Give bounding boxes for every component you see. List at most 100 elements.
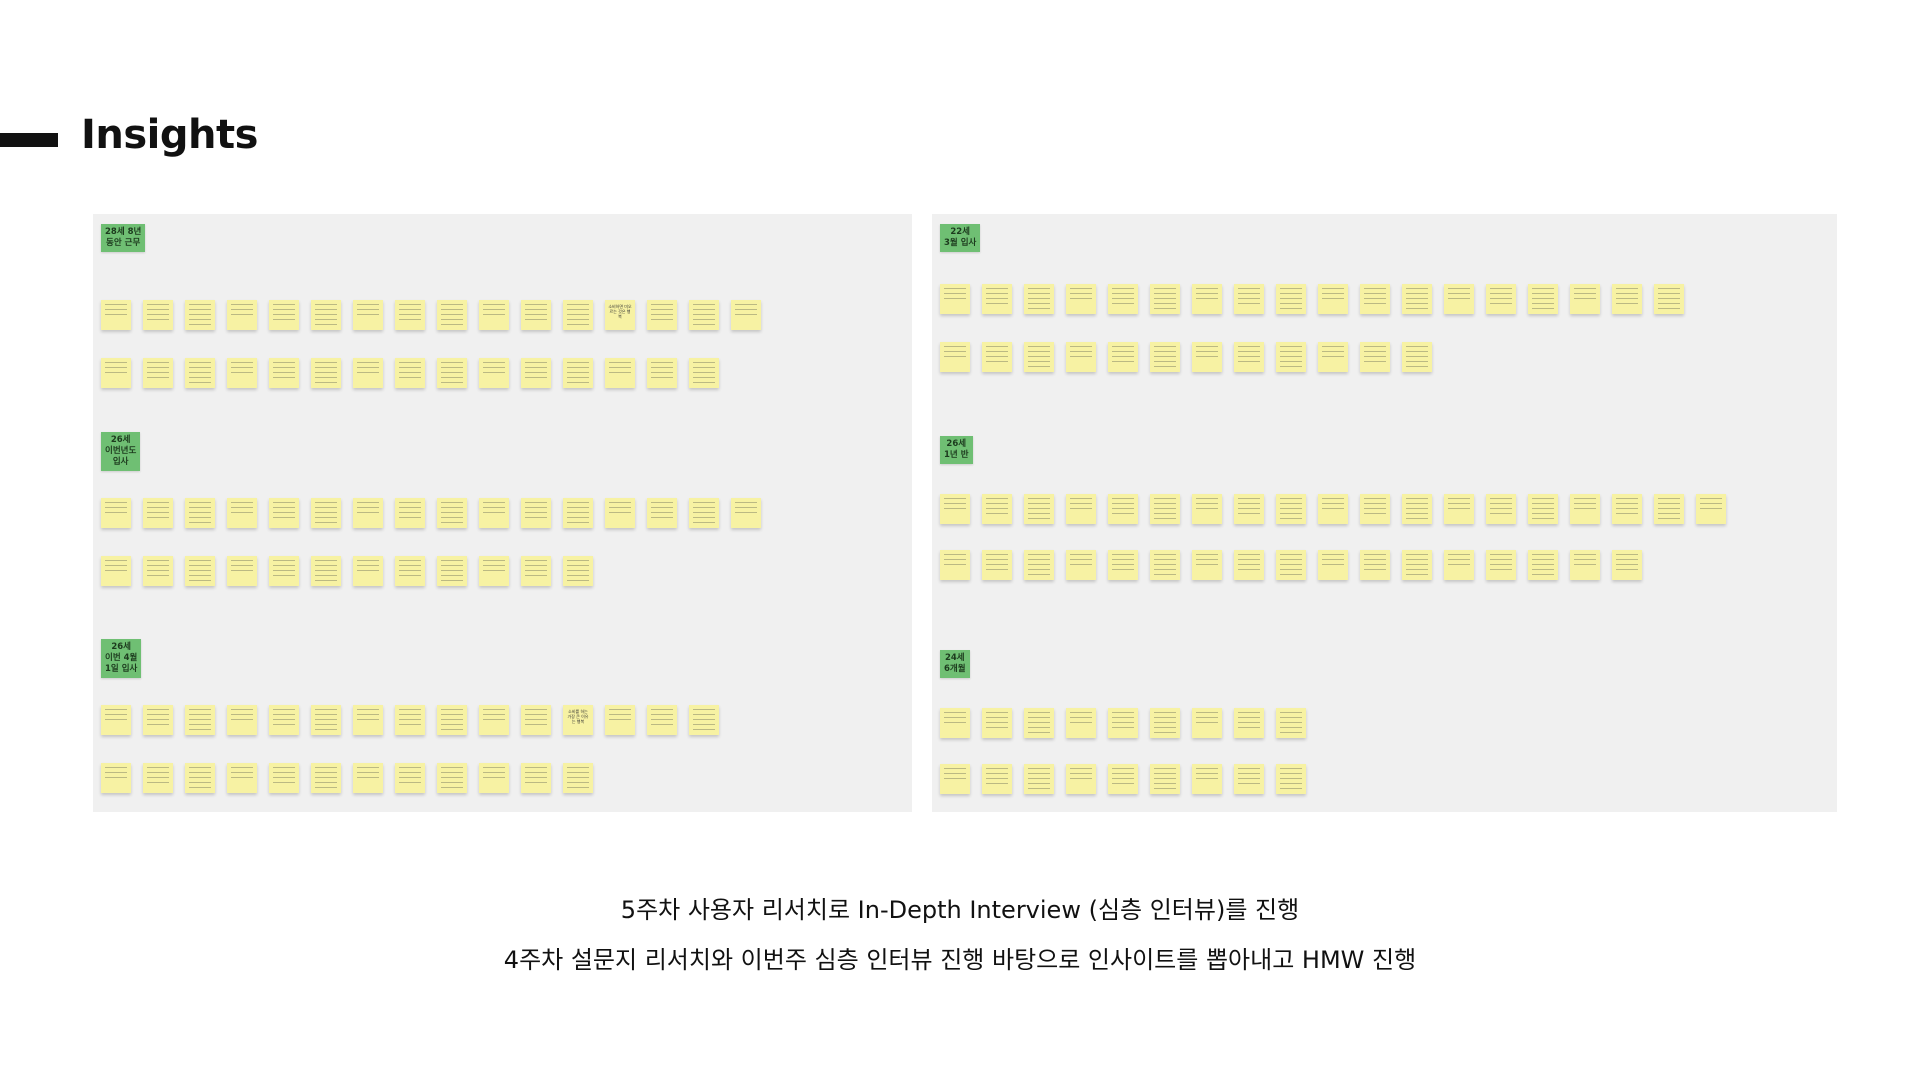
sticky-note [1276, 342, 1306, 372]
sticky-note-line [693, 367, 715, 368]
sticky-note-line [1028, 498, 1050, 499]
sticky-note-line [1322, 346, 1344, 347]
sticky-note-text: 소비하면 미오르는 것은 행복 [608, 304, 632, 319]
sticky-note-line [986, 559, 1008, 560]
sticky-note-line [1112, 569, 1134, 570]
sticky-note-line [399, 517, 421, 518]
sticky-note [731, 498, 761, 528]
sticky-note-line [315, 382, 337, 383]
sticky-note [185, 300, 215, 330]
sticky-note-line [105, 512, 127, 513]
sticky-note-line [1490, 498, 1512, 499]
sticky-note-line [1028, 569, 1050, 570]
sticky-note [1192, 708, 1222, 738]
sticky-note-line [231, 565, 253, 566]
sticky-note-line [399, 560, 421, 561]
sticky-note-line [1112, 351, 1134, 352]
sticky-note-line [525, 772, 547, 773]
sticky-note-line [1028, 788, 1050, 789]
sticky-note-line [483, 709, 505, 710]
sticky-note-line [441, 724, 463, 725]
sticky-note [479, 763, 509, 793]
sticky-note-line [651, 512, 673, 513]
sticky-note-line [1532, 508, 1554, 509]
sticky-note-line [189, 709, 211, 710]
sticky-note-line [1070, 717, 1092, 718]
sticky-note-line [1112, 503, 1134, 504]
sticky-note [1402, 550, 1432, 580]
sticky-note-line [1364, 498, 1386, 499]
sticky-note-line [1406, 513, 1428, 514]
sticky-note-line [944, 564, 966, 565]
sticky-note-line [525, 767, 547, 768]
sticky-note-line [651, 304, 673, 305]
sticky-note-line [1658, 513, 1680, 514]
sticky-note-line [1280, 783, 1302, 784]
sticky-note-line [1112, 783, 1134, 784]
sticky-note-line [273, 714, 295, 715]
sticky-note-line [1196, 356, 1218, 357]
sticky-note-line [105, 767, 127, 768]
sticky-note-line [1406, 569, 1428, 570]
sticky-note-line [1532, 293, 1554, 294]
sticky-note [1360, 342, 1390, 372]
sticky-note [1612, 284, 1642, 314]
sticky-note-line [986, 498, 1008, 499]
sticky-note [1234, 284, 1264, 314]
sticky-note-line [1028, 366, 1050, 367]
sticky-note-line [944, 778, 966, 779]
sticky-note-line [1616, 298, 1638, 299]
sticky-note-line [1280, 554, 1302, 555]
sticky-note-line [273, 772, 295, 773]
sticky-note-line [1406, 559, 1428, 560]
sticky-note-line [441, 772, 463, 773]
sticky-note-line [1196, 498, 1218, 499]
sticky-note-line [1280, 564, 1302, 565]
sticky-note-line [986, 778, 1008, 779]
sticky-note-line [1364, 503, 1386, 504]
sticky-note-line [441, 314, 463, 315]
sticky-note-line [1616, 554, 1638, 555]
sticky-note-line [273, 367, 295, 368]
sticky-note-line [944, 293, 966, 294]
sticky-note [563, 498, 593, 528]
sticky-note-line [483, 309, 505, 310]
sticky-note-line [1280, 346, 1302, 347]
sticky-note-line [105, 372, 127, 373]
sticky-note-line [1532, 303, 1554, 304]
sticky-note-line [1238, 768, 1260, 769]
sticky-note [1570, 284, 1600, 314]
sticky-note-line [1028, 574, 1050, 575]
sticky-note-line [1490, 559, 1512, 560]
sticky-note [311, 300, 341, 330]
sticky-note [1192, 284, 1222, 314]
sticky-note-line [1070, 288, 1092, 289]
sticky-note-line [483, 304, 505, 305]
sticky-note-line [986, 712, 1008, 713]
sticky-note-line [1364, 361, 1386, 362]
sticky-note-line [147, 782, 169, 783]
sticky-note-line [1028, 727, 1050, 728]
sticky-note-line [1112, 361, 1134, 362]
sticky-note-line [986, 783, 1008, 784]
sticky-note [1066, 494, 1096, 524]
sticky-note-line [1238, 346, 1260, 347]
sticky-note-line [1028, 298, 1050, 299]
sticky-note-line [231, 372, 253, 373]
sticky-note-line [315, 575, 337, 576]
sticky-note-line [693, 719, 715, 720]
sticky-note-line [1154, 346, 1176, 347]
sticky-note [269, 358, 299, 388]
sticky-note-line [189, 565, 211, 566]
sticky-note-line [525, 575, 547, 576]
sticky-note-line [315, 777, 337, 778]
sticky-note [647, 358, 677, 388]
sticky-note [1066, 550, 1096, 580]
sticky-note-line [525, 714, 547, 715]
sticky-note-line [231, 767, 253, 768]
sticky-note [1486, 550, 1516, 580]
sticky-note-line [1700, 503, 1722, 504]
sticky-note-line [483, 502, 505, 503]
sticky-note-line [1364, 303, 1386, 304]
sticky-note-line [1280, 308, 1302, 309]
